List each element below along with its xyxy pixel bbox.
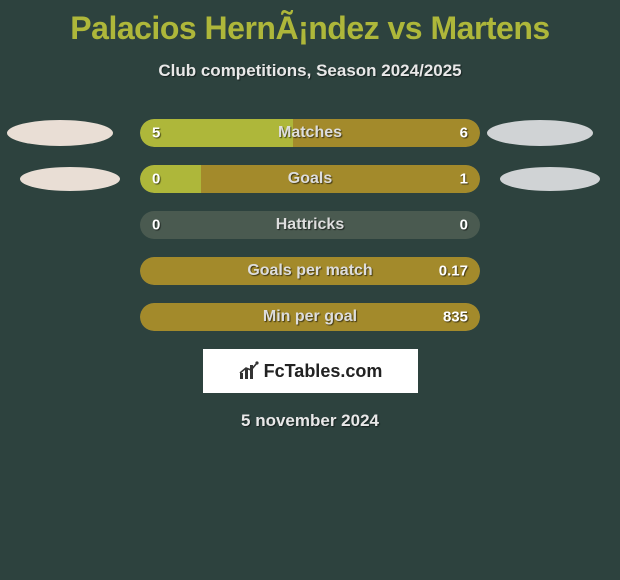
logo-chart-icon	[238, 361, 260, 381]
bar-track: 835Min per goal	[140, 303, 480, 331]
stat-label: Hattricks	[140, 216, 480, 234]
bar-fill-left	[140, 165, 201, 193]
value-right: 835	[443, 309, 468, 326]
bar-fill-right	[140, 257, 480, 285]
player-marker-left	[7, 120, 113, 146]
stat-row: 0.17Goals per match	[0, 257, 620, 285]
subtitle: Club competitions, Season 2024/2025	[0, 61, 620, 81]
comparison-chart: 56Matches01Goals00Hattricks0.17Goals per…	[0, 119, 620, 331]
bar-track: 0.17Goals per match	[140, 257, 480, 285]
value-right: 0.17	[439, 263, 468, 280]
bar-fill-right	[140, 303, 480, 331]
bar-fill-right	[201, 165, 480, 193]
value-left: 0	[152, 171, 160, 188]
player-marker-right	[500, 167, 600, 191]
bar-track: 01Goals	[140, 165, 480, 193]
bar-track: 0 0Hattricks	[140, 211, 480, 239]
player-marker-left	[20, 167, 120, 191]
stat-row: 835Min per goal	[0, 303, 620, 331]
page-title: Palacios HernÃ¡ndez vs Martens	[0, 0, 620, 47]
value-left: 0	[152, 217, 160, 234]
value-left: 5	[152, 125, 160, 142]
bar-track: 56Matches	[140, 119, 480, 147]
stat-row: 56Matches	[0, 119, 620, 147]
value-right: 1	[460, 171, 468, 188]
stat-row: 01Goals	[0, 165, 620, 193]
value-right: 0	[460, 217, 468, 234]
logo-text: FcTables.com	[264, 361, 383, 382]
stat-row: 0 0Hattricks	[0, 211, 620, 239]
player-marker-right	[487, 120, 593, 146]
date-label: 5 november 2024	[0, 411, 620, 431]
bar-fill-left	[140, 119, 293, 147]
bar-fill-right	[293, 119, 480, 147]
fctables-logo: FcTables.com	[203, 349, 418, 393]
value-right: 6	[460, 125, 468, 142]
